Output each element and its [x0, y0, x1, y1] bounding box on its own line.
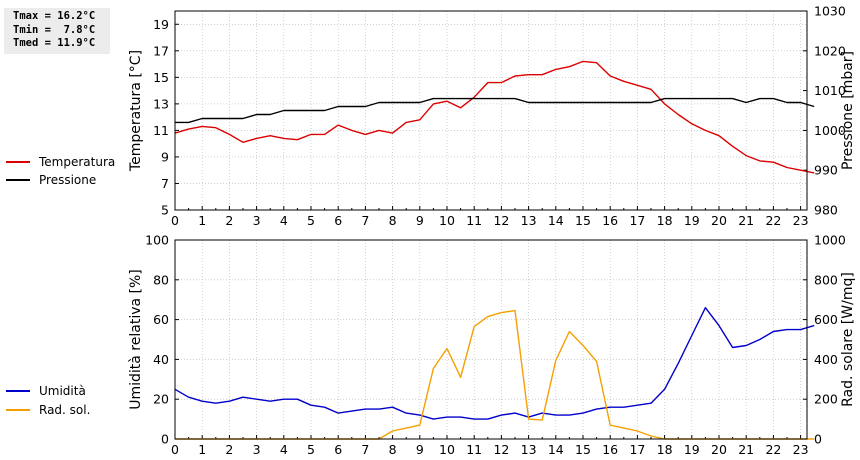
panel2-legend-label-1: Umidità	[39, 384, 86, 398]
panel1-x-tick-label: 18	[657, 213, 673, 228]
panel1-y2label: Pressione [mbar]	[840, 51, 856, 170]
panel2-x-tick-label: 22	[765, 442, 781, 457]
panel1-y2-tick-label: 1000	[814, 123, 846, 138]
panel1-x-tick-label: 17	[629, 213, 645, 228]
panel2-x-tick-label: 3	[253, 442, 261, 457]
panel1-y-tick-label: 17	[153, 43, 169, 58]
panel1-y-tick-label: 11	[153, 123, 169, 138]
panel1-x-tick-label: 19	[684, 213, 700, 228]
panel2-x-tick-label: 17	[629, 442, 645, 457]
panel2-x-tick-label: 14	[548, 442, 564, 457]
panel1-x-tick-label: 2	[225, 213, 233, 228]
stats-box: Tmax = 16.2°C Tmin = 7.8°C Tmed = 11.9°C	[4, 8, 110, 54]
panel2-y2label: Rad. solare [W/mq]	[840, 272, 856, 407]
panel1-x-tick-label: 6	[334, 213, 342, 228]
panel2-ylabel: Umidità relativa [%]	[128, 269, 144, 410]
panel2-x-tick-label: 6	[334, 442, 342, 457]
panel1-x-tick-label: 22	[765, 213, 781, 228]
panel1-x-tick-label: 11	[466, 213, 482, 228]
panel1-x-tick-label: 10	[439, 213, 455, 228]
panel2-y2-tick-label: 1000	[814, 233, 846, 248]
panel1-x-tick-label: 0	[171, 213, 179, 228]
panel1-x-tick-label: 3	[253, 213, 261, 228]
panel2-y-tick-label: 80	[153, 272, 169, 287]
panel1-y-tick-label: 15	[153, 70, 169, 85]
panel1-x-tick-label: 1	[198, 213, 206, 228]
panel2-y2-tick-label: 400	[814, 352, 838, 367]
panel1-x-tick-label: 5	[307, 213, 315, 228]
panel2-y2-tick-label: 200	[814, 392, 838, 407]
panel2-x-tick-label: 15	[575, 442, 591, 457]
panel1-x-tick-label: 4	[280, 213, 288, 228]
panel2-x-tick-label: 8	[389, 442, 397, 457]
panel2-y-tick-label: 20	[153, 392, 169, 407]
panel2-legend-label-2: Rad. sol.	[39, 403, 90, 417]
panel1-y2-tick-label: 1010	[814, 83, 846, 98]
panel1-y2-tick-label: 1020	[814, 43, 846, 58]
panel1-x-tick-label: 16	[602, 213, 618, 228]
panel2-x-tick-label: 7	[361, 442, 369, 457]
panel2-x-tick-label: 23	[793, 442, 809, 457]
panel2-x-tick-label: 19	[684, 442, 700, 457]
panel2-series-line-2	[175, 309, 815, 440]
panel2-x-tick-label: 5	[307, 442, 315, 457]
panel2-x-tick-label: 21	[738, 442, 754, 457]
panel1-legend-label-1: Temperatura	[38, 155, 115, 169]
panel1-y-tick-label: 7	[161, 176, 169, 191]
panel2-x-tick-label: 4	[280, 442, 288, 457]
panel2-y-tick-label: 60	[153, 312, 169, 327]
panel2-y-tick-label: 0	[161, 432, 169, 447]
panel2-series-line-1	[174, 307, 815, 420]
panel1-ylabel: Temperatura [°C]	[128, 50, 144, 172]
panel2-y2-tick-label: 800	[814, 272, 838, 287]
panel1-y2-tick-label: 980	[814, 203, 838, 218]
panel1-series-line-1	[174, 60, 815, 174]
panel1-x-tick-label: 9	[416, 213, 424, 228]
panel2-x-tick-label: 16	[602, 442, 618, 457]
panel1-x-tick-label: 21	[738, 213, 754, 228]
panel1-x-tick-label: 7	[361, 213, 369, 228]
panel2-y-tick-label: 40	[153, 352, 169, 367]
panel1-legend-label-2: Pressione	[39, 173, 96, 187]
panel2-y2-tick-label: 0	[814, 432, 822, 447]
panel2-x-tick-label: 18	[657, 442, 673, 457]
panel2-x-tick-label: 10	[439, 442, 455, 457]
stat-tmed: Tmed = 11.9°C	[13, 37, 96, 49]
panel2-x-tick-label: 12	[493, 442, 509, 457]
panel2-x-tick-label: 20	[711, 442, 727, 457]
panel1-x-tick-label: 20	[711, 213, 727, 228]
panel2-y-tick-label: 100	[145, 233, 169, 248]
panel1-series-line-2	[175, 97, 815, 124]
panel1-y-tick-label: 9	[161, 149, 169, 164]
panel1-y-tick-label: 5	[161, 203, 169, 218]
panel1-frame	[174, 10, 808, 211]
panel2-x-tick-label: 9	[416, 442, 424, 457]
panel1-x-tick-label: 14	[548, 213, 564, 228]
panel1-x-tick-label: 15	[575, 213, 591, 228]
panel2-x-tick-label: 2	[225, 442, 233, 457]
panel1-y2-tick-label: 1030	[814, 4, 846, 19]
panel1-y2-tick-label: 990	[814, 163, 838, 178]
panel2-x-tick-label: 13	[521, 442, 537, 457]
panel2-y2-tick-label: 600	[814, 312, 838, 327]
panel1-x-tick-label: 12	[493, 213, 509, 228]
panel2-frame	[174, 239, 808, 440]
panel1-y-tick-label: 19	[153, 17, 169, 32]
panel2-x-tick-label: 0	[171, 442, 179, 457]
panel1-x-tick-label: 8	[389, 213, 397, 228]
panel1-x-tick-label: 13	[521, 213, 537, 228]
stat-tmax: Tmax = 16.2°C	[13, 10, 96, 22]
panel2-x-tick-label: 1	[198, 442, 206, 457]
panel1-y-tick-label: 13	[153, 96, 169, 111]
stat-tmin: Tmin = 7.8°C	[13, 23, 96, 36]
panel1-x-tick-label: 23	[793, 213, 809, 228]
panel2-x-tick-label: 11	[466, 442, 482, 457]
